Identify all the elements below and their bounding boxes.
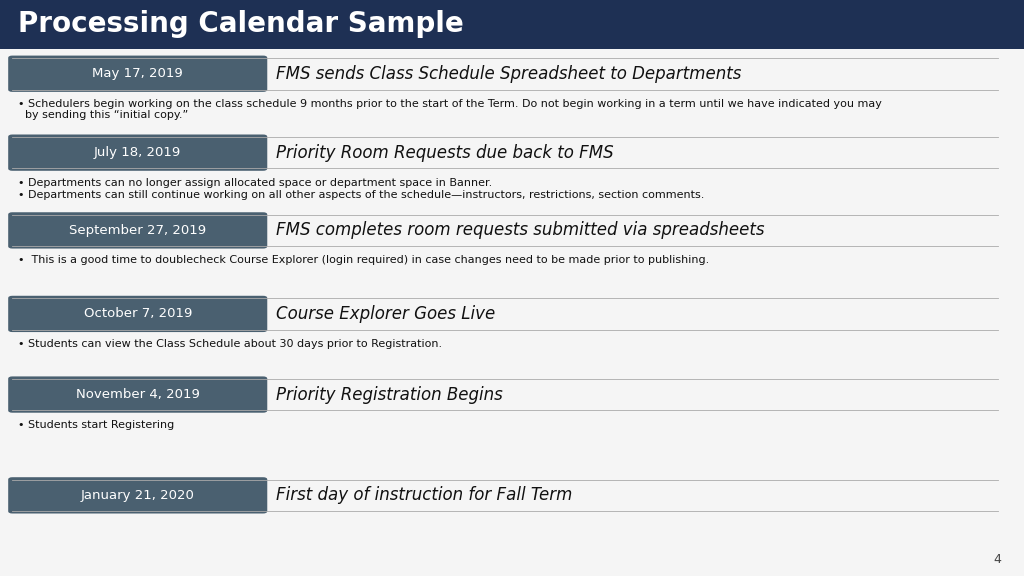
FancyBboxPatch shape [8,213,267,249]
FancyBboxPatch shape [8,296,267,332]
Text: First day of instruction for Fall Term: First day of instruction for Fall Term [276,486,572,505]
Text: January 21, 2020: January 21, 2020 [81,489,195,502]
Text: Priority Registration Begins: Priority Registration Begins [276,385,503,404]
Text: May 17, 2019: May 17, 2019 [92,67,183,80]
Text: • Students can view the Class Schedule about 30 days prior to Registration.: • Students can view the Class Schedule a… [18,339,442,349]
Text: FMS sends Class Schedule Spreadsheet to Departments: FMS sends Class Schedule Spreadsheet to … [276,65,741,83]
FancyBboxPatch shape [8,135,267,170]
Text: September 27, 2019: September 27, 2019 [70,224,206,237]
Text: 4: 4 [993,552,1001,566]
Text: FMS completes room requests submitted via spreadsheets: FMS completes room requests submitted vi… [276,221,765,240]
Text: • Departments can no longer assign allocated space or department space in Banner: • Departments can no longer assign alloc… [18,178,493,188]
FancyBboxPatch shape [8,56,267,92]
Text: •  This is a good time to doublecheck Course Explorer (login required) in case c: • This is a good time to doublecheck Cou… [18,256,710,266]
FancyBboxPatch shape [8,477,267,514]
Text: November 4, 2019: November 4, 2019 [76,388,200,401]
Text: Course Explorer Goes Live: Course Explorer Goes Live [276,305,496,323]
FancyBboxPatch shape [8,377,267,412]
Text: Processing Calendar Sample: Processing Calendar Sample [18,10,464,39]
FancyBboxPatch shape [0,0,1024,49]
Text: Priority Room Requests due back to FMS: Priority Room Requests due back to FMS [276,143,614,162]
Text: • Students start Registering: • Students start Registering [18,419,175,430]
Text: • Departments can still continue working on all other aspects of the schedule—in: • Departments can still continue working… [18,190,705,200]
Text: October 7, 2019: October 7, 2019 [84,308,191,320]
Text: July 18, 2019: July 18, 2019 [94,146,181,159]
Text: • Schedulers begin working on the class schedule 9 months prior to the start of : • Schedulers begin working on the class … [18,99,883,120]
